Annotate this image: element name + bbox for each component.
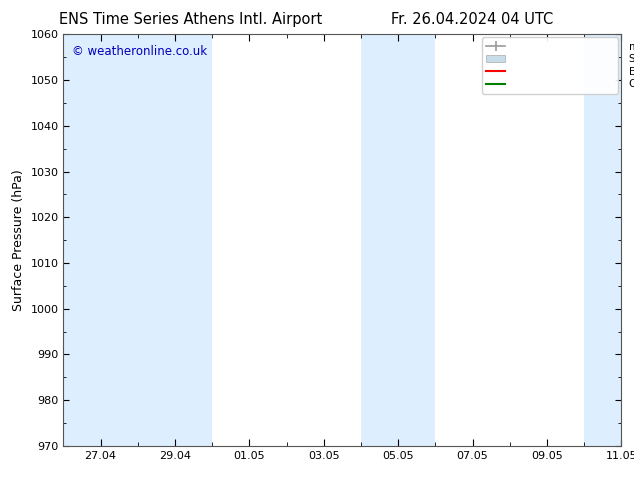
Text: Fr. 26.04.2024 04 UTC: Fr. 26.04.2024 04 UTC [391, 12, 553, 27]
Bar [138, 34, 212, 446]
Bar [63, 34, 138, 446]
Y-axis label: Surface Pressure (hPa): Surface Pressure (hPa) [12, 169, 25, 311]
Legend: min/max, Standard deviation, Ensemble mean run, Controll run: min/max, Standard deviation, Ensemble me… [482, 37, 618, 94]
Text: ENS Time Series Athens Intl. Airport: ENS Time Series Athens Intl. Airport [58, 12, 322, 27]
Bar [361, 34, 436, 446]
Bar [584, 34, 634, 446]
Text: © weatheronline.co.uk: © weatheronline.co.uk [72, 45, 207, 58]
